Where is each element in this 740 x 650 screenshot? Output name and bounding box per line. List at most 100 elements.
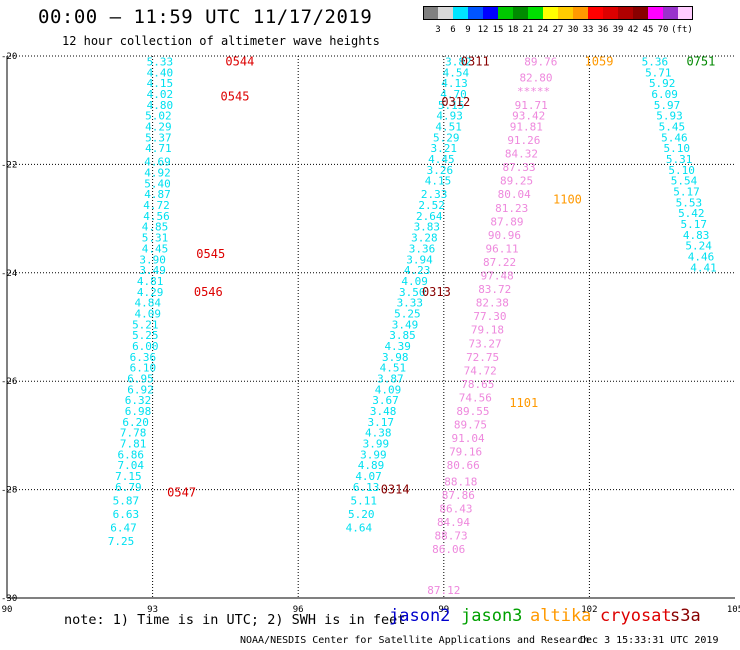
wave-height-value: 91.26	[507, 134, 540, 147]
wave-height-value: 88.18	[444, 475, 477, 488]
color-scale-label: 36	[597, 25, 609, 35]
color-scale-swatch	[528, 6, 543, 20]
wave-height-value: 4.64	[346, 522, 373, 535]
wave-height-value: 3.17	[367, 416, 394, 429]
wave-height-value: 74.56	[459, 391, 492, 404]
wave-height-value: 5.25	[394, 307, 421, 320]
wave-height-value: 3.48	[370, 405, 397, 418]
wave-height-value: 78.65	[461, 378, 494, 391]
wave-height-value: 7.81	[120, 438, 147, 451]
data-points: 5.334.404.154.024.805.024.295.374.714.69…	[108, 55, 717, 596]
wave-height-value: 6.00	[132, 340, 159, 353]
wave-height-value: 5.11	[350, 494, 377, 507]
pass-time-label: 0751	[686, 54, 715, 68]
wave-height-value: 4.69	[144, 156, 171, 169]
wave-height-value: 5.45	[659, 120, 686, 133]
wave-height-value: 4.72	[143, 199, 170, 212]
wave-height-value: 4.13	[441, 77, 468, 90]
wave-height-value: 4.09	[375, 383, 402, 396]
wave-height-value: 7.78	[120, 427, 147, 440]
satellite-legend-s3a: s3a	[670, 606, 701, 626]
wave-height-value: 6.47	[110, 522, 137, 535]
wave-height-value: 3.33	[397, 297, 424, 310]
wave-height-value: 74.72	[464, 364, 497, 377]
y-tick-label: -26	[1, 377, 17, 387]
wave-height-value: 96.11	[485, 242, 518, 255]
wave-height-value: 6.10	[130, 362, 157, 375]
wave-height-value: 87.22	[483, 256, 516, 269]
wave-height-value: 4.84	[134, 297, 161, 310]
wave-height-value: 77.30	[473, 310, 506, 323]
pass-time-label: 0544	[225, 54, 254, 68]
y-tick-label: -20	[1, 52, 17, 62]
wave-height-value: 6.95	[127, 372, 154, 385]
wave-height-value: 82.80	[519, 72, 552, 85]
wave-height-value: 4.23	[404, 264, 431, 277]
wave-height-value: 6.13	[353, 481, 380, 494]
wave-height-value: 5.53	[676, 196, 703, 209]
y-tick-label: -22	[1, 160, 17, 170]
pass-time-label: 0311	[461, 54, 490, 68]
color-scale-swatch	[603, 6, 618, 20]
wave-height-value: 3.90	[139, 253, 166, 266]
wave-height-value: 84.94	[437, 516, 470, 529]
wave-height-value: 4.45	[142, 242, 169, 255]
color-scale-swatch	[513, 6, 528, 20]
wave-height-value: 79.18	[471, 324, 504, 337]
wave-height-value: 97.48	[481, 270, 514, 283]
wave-height-value: 6.20	[122, 416, 149, 429]
wave-height-value: 89.76	[524, 55, 557, 68]
x-tick-label: 102	[581, 605, 597, 615]
wave-height-value: 80.66	[447, 459, 480, 472]
wave-height-value: 91.04	[452, 432, 485, 445]
wave-height-value: 4.80	[147, 99, 174, 112]
wave-height-value: 4.87	[144, 188, 171, 201]
wave-height-value: 5.24	[685, 240, 712, 253]
color-scale-swatch	[588, 6, 603, 20]
wave-height-value: 3.83	[414, 221, 441, 234]
wave-height-value: 4.70	[440, 88, 467, 101]
wave-height-value: 83.72	[478, 283, 511, 296]
chart-title: 00:00 — 11:59 UTC 11/17/2019	[38, 6, 373, 28]
plot-axes: 90 93 96 99 102 105 -20 -22 -24 -26 -28 -30	[1, 52, 740, 615]
wave-height-value: 5.15	[438, 99, 465, 112]
satellite-legend-cryosat: cryosat	[600, 606, 672, 626]
wave-height-value: 4.29	[145, 120, 172, 133]
wave-height-value: 7.15	[115, 470, 142, 483]
wave-height-value: 3.36	[409, 242, 436, 255]
generated-timestamp: Dec 3 15:33:31 UTC 2019	[580, 635, 719, 646]
wave-height-value: 5.17	[680, 218, 707, 231]
wave-height-value: 89.55	[456, 405, 489, 418]
color-scale-swatch	[543, 6, 558, 20]
wave-height-value: 4.89	[358, 459, 385, 472]
satellite-legend-altika: altika	[530, 606, 592, 626]
pass-time-label: 0313	[422, 285, 451, 299]
wave-height-value: 4.51	[435, 120, 462, 133]
credit-line: NOAA/NESDIS Center for Satellite Applica…	[240, 635, 590, 646]
wave-height-value: 5.31	[666, 153, 693, 166]
color-scale-frame	[423, 6, 693, 20]
wave-height-value: 5.10	[664, 142, 691, 155]
wave-height-value: 6.09	[651, 88, 678, 101]
wave-height-value: 3.98	[382, 351, 409, 364]
wave-height-value: 5.17	[673, 186, 700, 199]
pass-time-label: 0312	[441, 95, 470, 109]
color-scale-swatch	[438, 6, 453, 20]
wave-height-value: 4.41	[690, 261, 717, 274]
color-scale-label: 15	[492, 25, 504, 35]
wave-height-value: 89.25	[500, 175, 533, 188]
wave-height-value: 4.15	[425, 175, 452, 188]
color-scale-label: 12	[477, 25, 489, 35]
wave-height-value: 2.52	[418, 199, 445, 212]
pass-time-label: 0545	[196, 247, 225, 261]
wave-height-value: 5.54	[671, 175, 698, 188]
footer-note: note: 1) Time is in UTC; 2) SWH is in fe…	[64, 612, 406, 628]
wave-height-value: 81.23	[495, 202, 528, 215]
wave-height-value: 84.32	[505, 148, 538, 161]
wave-height-value: 91.71	[515, 99, 548, 112]
color-scale-swatch	[648, 6, 663, 20]
wave-height-value: 3.50	[399, 286, 426, 299]
wave-height-value: 3.94	[406, 253, 433, 266]
wave-height-value: 4.40	[147, 66, 174, 79]
color-scale-label: 24	[537, 25, 549, 35]
